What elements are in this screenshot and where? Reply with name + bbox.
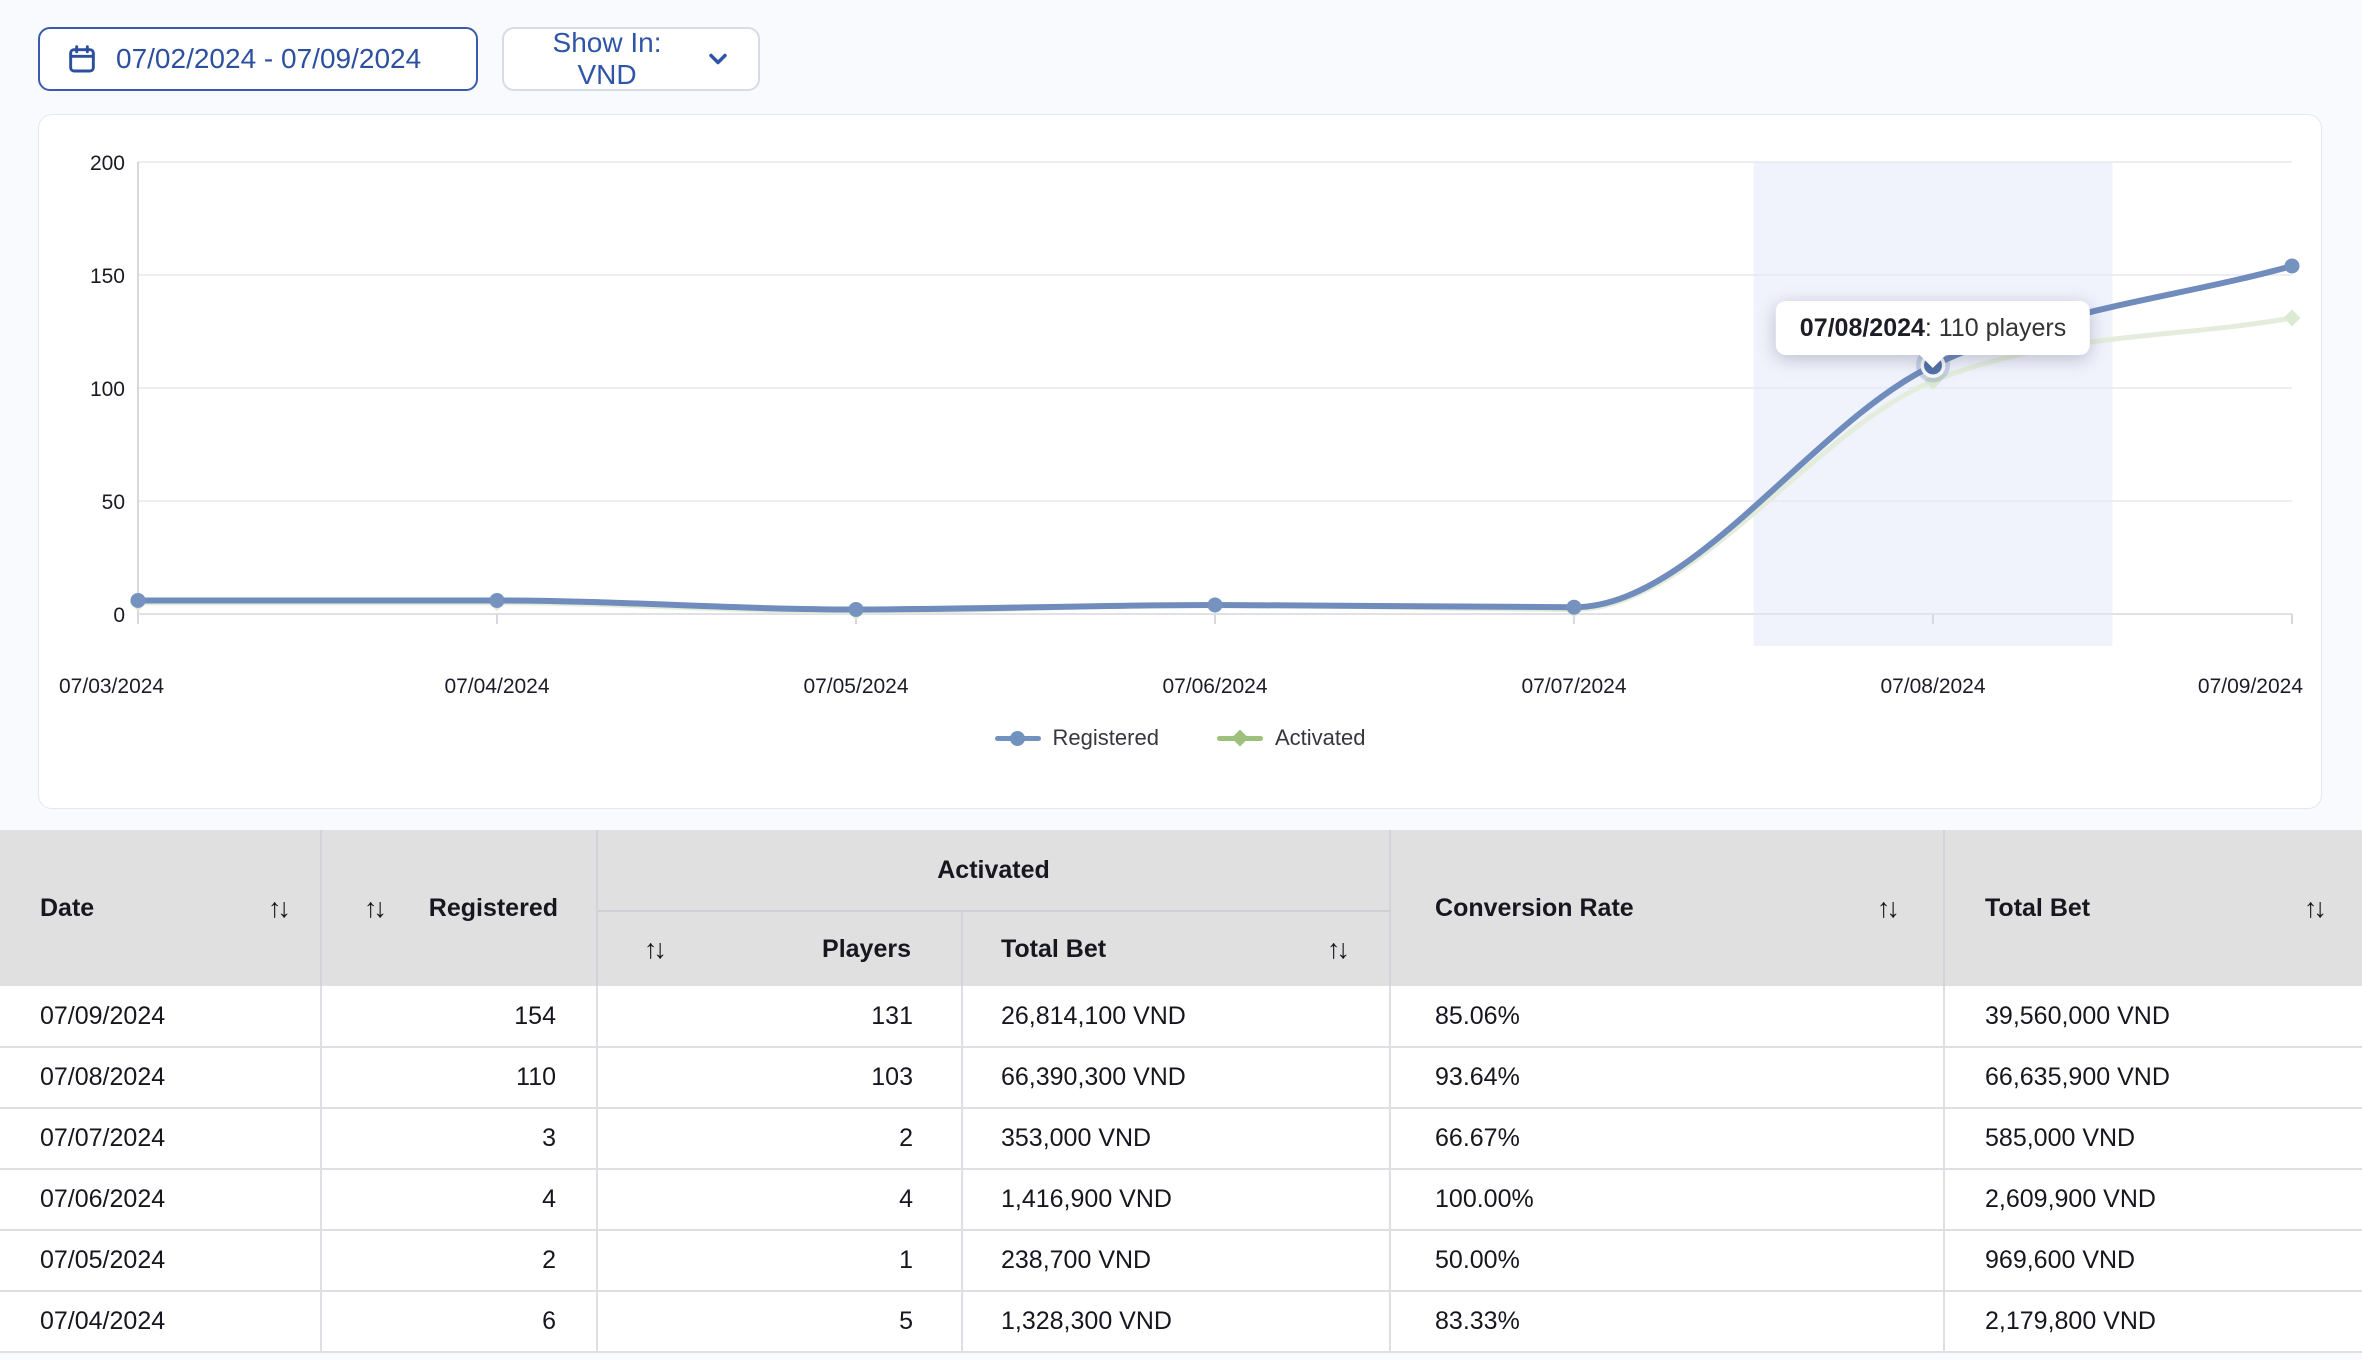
table-row: 07/08/2024 110 103 66,390,300 VND 93.64% 66,6… — [0, 1047, 2362, 1109]
cell-activated-players: 131 — [597, 986, 963, 1048]
cell-date: 07/08/2024 — [0, 1047, 322, 1109]
column-header-conversion-rate: Conversion Rate ↑↓ — [1390, 830, 1946, 986]
cell-activated-players: 1 — [597, 1230, 963, 1292]
cell-activated-players: 103 — [597, 1047, 963, 1109]
chevron-down-icon — [709, 53, 727, 65]
cell-registered: 6 — [321, 1291, 598, 1353]
cell-activated-players: 2 — [597, 1108, 963, 1170]
calendar-icon — [69, 45, 95, 73]
x-axis-label: 07/05/2024 — [803, 675, 908, 698]
cell-conversion-rate: 50.00% — [1390, 1230, 1946, 1292]
date-range-picker[interactable]: 07/02/2024 - 07/09/2024 — [38, 27, 478, 91]
legend-item-registered[interactable]: Registered — [994, 725, 1159, 751]
tooltip-date: 07/08/2024 — [1799, 313, 1925, 342]
cell-total-bet: 2,609,900 VND — [1944, 1169, 2362, 1231]
cell-registered: 154 — [321, 986, 598, 1048]
column-header-date: Date ↑↓ — [0, 830, 322, 986]
tooltip-value: : 110 players — [1924, 313, 2067, 342]
registered-point — [1207, 597, 1223, 613]
cell-activated-total-bet: 238,700 VND — [962, 1230, 1392, 1292]
y-axis-tick-label: 150 — [90, 265, 125, 288]
cell-conversion-rate: 66.67% — [1390, 1108, 1946, 1170]
cell-conversion-rate: 85.06% — [1390, 986, 1946, 1048]
cell-total-bet: 585,000 VND — [1944, 1108, 2362, 1170]
y-axis-tick-label: 50 — [102, 491, 125, 514]
table-row: 07/05/2024 2 1 238,700 VND 50.00% 969,600 VND — [0, 1230, 2362, 1292]
legend-label-activated: Activated — [1274, 725, 1366, 750]
table-row: 07/09/2024 154 131 26,814,100 VND 85.06% 39,5… — [0, 986, 2362, 1048]
cell-total-bet: 39,560,000 VND — [1944, 986, 2362, 1048]
column-group-activated: Activated — [597, 830, 1392, 912]
legend-label-registered: Registered — [1052, 725, 1159, 750]
chart-plot-area[interactable]: 0 50 100 150 200 07/03/2024 07/04/2024 07/05/20… — [39, 115, 2323, 810]
stats-table: Date ↑↓ ↑↓ Registered Activated Conversi… — [0, 830, 2362, 1353]
registered-point — [2284, 258, 2300, 274]
cell-registered: 3 — [321, 1108, 598, 1170]
cell-activated-total-bet: 353,000 VND — [962, 1108, 1392, 1170]
table-row: 07/07/2024 3 2 353,000 VND 66.67% 585,000 VND — [0, 1108, 2362, 1170]
highlight-band — [1753, 162, 2113, 646]
chart-tooltip: 07/08/2024: 110 players — [1775, 301, 2091, 355]
x-axis-label: 07/06/2024 — [1162, 675, 1267, 698]
cell-registered: 2 — [321, 1230, 598, 1292]
cell-date: 07/04/2024 — [0, 1291, 322, 1353]
cell-total-bet: 2,179,800 VND — [1944, 1291, 2362, 1353]
cell-activated-players: 5 — [597, 1291, 963, 1353]
y-axis-tick-label: 100 — [90, 378, 125, 401]
y-axis-tick-label: 200 — [90, 152, 125, 175]
x-axis-label: 07/04/2024 — [444, 675, 549, 698]
sort-icon-conversion-rate[interactable]: ↑↓ — [1877, 892, 1900, 923]
activated-point — [2283, 309, 2301, 327]
cell-activated-players: 4 — [597, 1169, 963, 1231]
registered-point — [1566, 599, 1582, 615]
table-row: 07/06/2024 4 4 1,416,900 VND 100.00% 2,609,90… — [0, 1169, 2362, 1231]
column-header-registered: ↑↓ Registered — [321, 830, 598, 986]
cell-activated-total-bet: 66,390,300 VND — [962, 1047, 1392, 1109]
activated-series-marker-icon — [1216, 729, 1263, 747]
currency-dropdown-label: Show In: VND — [552, 27, 662, 90]
cell-activated-total-bet: 1,328,300 VND — [962, 1291, 1392, 1353]
cell-date: 07/09/2024 — [0, 986, 322, 1048]
sort-icon-activated-total-bet[interactable]: ↑↓ — [1327, 933, 1350, 964]
x-axis-label: 07/03/2024 — [59, 675, 164, 698]
registered-point — [848, 601, 864, 617]
chart-legend: Registered Activated — [39, 715, 2321, 761]
registered-point — [489, 592, 505, 608]
x-axis-label: 07/07/2024 — [1521, 675, 1626, 698]
cell-total-bet: 969,600 VND — [1944, 1230, 2362, 1292]
cell-conversion-rate: 93.64% — [1390, 1047, 1946, 1109]
cell-date: 07/07/2024 — [0, 1108, 322, 1170]
date-range-label: 07/02/2024 - 07/09/2024 — [116, 43, 422, 74]
currency-dropdown[interactable]: Show In: VND — [502, 27, 760, 91]
cell-activated-total-bet: 1,416,900 VND — [962, 1169, 1392, 1231]
cell-registered: 110 — [321, 1047, 598, 1109]
cell-date: 07/05/2024 — [0, 1230, 322, 1292]
cell-registered: 4 — [321, 1169, 598, 1231]
registered-point — [130, 592, 146, 608]
column-header-total-bet: Total Bet ↑↓ — [1944, 830, 2362, 986]
chart-card: 0 50 100 150 200 07/03/2024 07/04/2024 07/05/20… — [38, 114, 2322, 809]
sort-icon-activated-players[interactable]: ↑↓ — [644, 933, 667, 964]
cell-conversion-rate: 83.33% — [1390, 1291, 1946, 1353]
sort-icon-date[interactable]: ↑↓ — [268, 892, 291, 923]
x-axis-label: 07/09/2024 — [2198, 675, 2303, 698]
registered-series-marker-icon — [994, 729, 1041, 747]
cell-total-bet: 66,635,900 VND — [1944, 1047, 2362, 1109]
y-axis-tick-label: 0 — [113, 604, 125, 627]
sort-icon-total-bet[interactable]: ↑↓ — [2304, 892, 2327, 923]
x-axis-label: 07/08/2024 — [1880, 675, 1985, 698]
column-header-activated-total-bet: Total Bet ↑↓ — [962, 911, 1392, 986]
cell-activated-total-bet: 26,814,100 VND — [962, 986, 1392, 1048]
cell-date: 07/06/2024 — [0, 1169, 322, 1231]
legend-item-activated[interactable]: Activated — [1216, 725, 1366, 751]
column-header-activated-players: ↑↓ Players — [597, 911, 963, 986]
table-row: 07/04/2024 6 5 1,328,300 VND 83.33% 2,179,800… — [0, 1291, 2362, 1353]
cell-conversion-rate: 100.00% — [1390, 1169, 1946, 1231]
sort-icon-registered[interactable]: ↑↓ — [364, 892, 387, 923]
